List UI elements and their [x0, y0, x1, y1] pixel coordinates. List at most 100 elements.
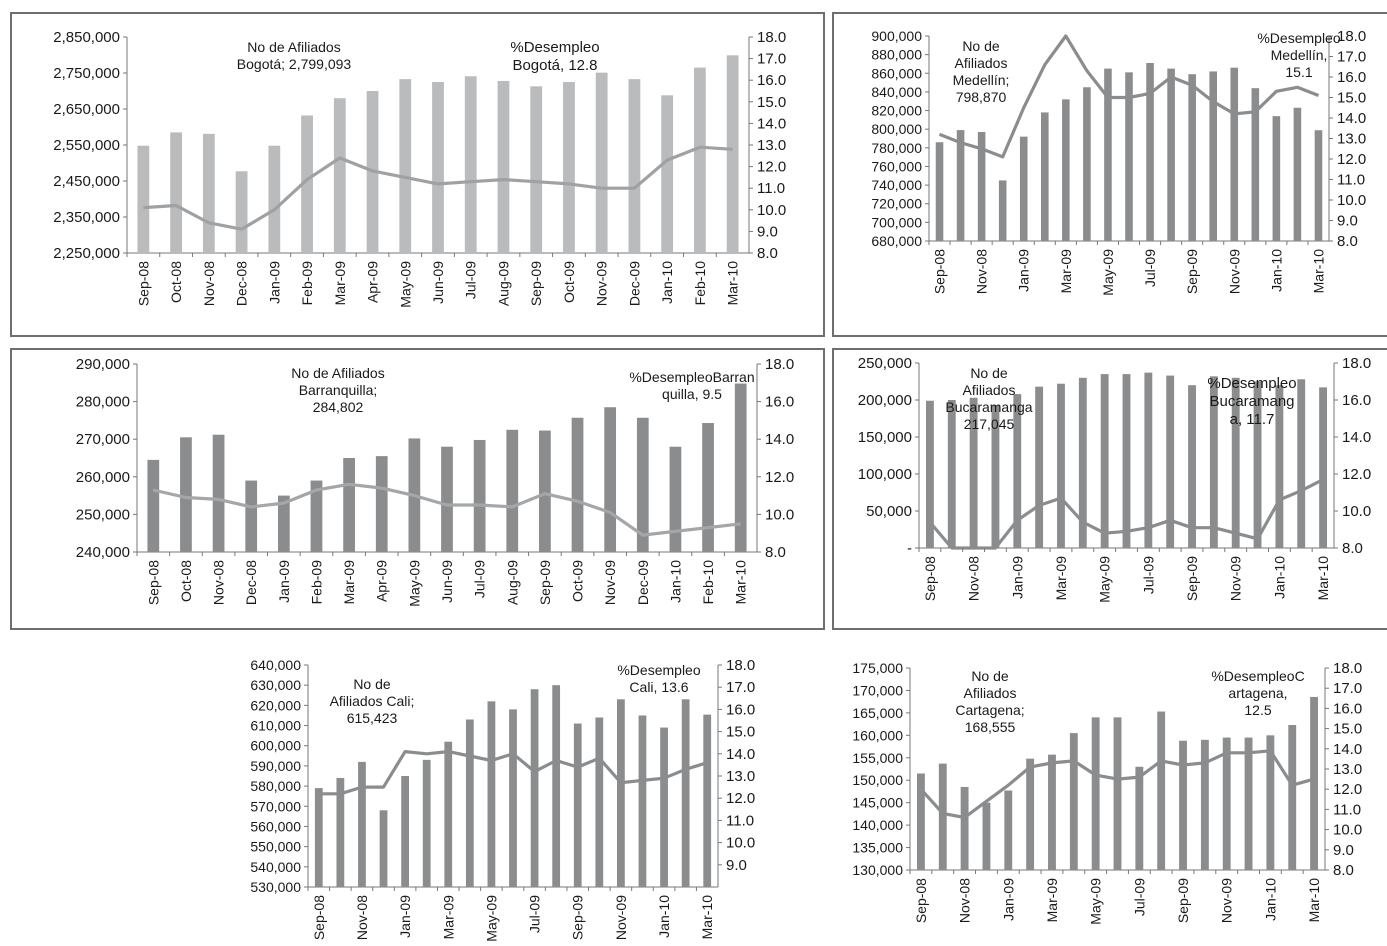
- y-tick-label: 2,650,000: [53, 101, 120, 118]
- x-tick-label: Nov-09: [1219, 878, 1235, 923]
- annotation-desempleo: 12.5: [1244, 702, 1271, 718]
- x-tick-label: Mar-09: [1058, 249, 1074, 294]
- x-tick-label: Jun-09: [430, 261, 446, 304]
- x-tick-label: Jan-09: [266, 261, 282, 304]
- y-tick-label: 50,000: [866, 503, 912, 520]
- annotation-afiliados: No de Afiliados: [247, 39, 340, 55]
- y-tick-label: 145,000: [852, 795, 903, 811]
- annotation-desempleo: Cali, 13.6: [629, 679, 688, 695]
- y2-tick-label: 13.0: [1337, 131, 1366, 148]
- x-tick-label: Feb-09: [308, 560, 324, 605]
- x-tick-label: Apr-09: [374, 560, 390, 602]
- x-tick-label: Jun-09: [439, 560, 455, 603]
- y2-tick-label: 17.0: [757, 51, 786, 68]
- y2-tick-label: 18.0: [757, 29, 786, 46]
- bar-afiliados: [1253, 381, 1262, 548]
- annotation-afiliados: Afiliados Cali;: [330, 693, 415, 709]
- x-tick-label: Nov-08: [966, 556, 982, 601]
- bar-afiliados: [464, 76, 477, 253]
- bar-afiliados: [530, 86, 543, 253]
- chart-bogota: 2,850,000 2,750,000 2,650,000 2,550,000 2,45…: [10, 12, 825, 337]
- y2-tick-label: 16.0: [1337, 69, 1366, 86]
- bar-afiliados: [379, 810, 388, 887]
- bar-afiliados: [563, 82, 575, 253]
- annotation-desempleo: %DesempleoC: [1211, 668, 1304, 684]
- x-tick-label: Jan-09: [1016, 249, 1032, 292]
- x-tick-label: Mar-10: [733, 560, 749, 605]
- bar-afiliados: [1004, 790, 1013, 870]
- bar-afiliados: [147, 459, 160, 552]
- bar-afiliados: [1091, 717, 1100, 870]
- y-tick-label: 840,000: [871, 84, 922, 100]
- bar-afiliados: [465, 719, 474, 887]
- x-tick-label: Jul-09: [472, 560, 488, 598]
- bar-afiliados: [277, 495, 290, 552]
- y2-tick-label: 18.0: [1337, 28, 1366, 45]
- x-tick-label: Jul-09: [1140, 556, 1156, 594]
- x-tick-label: Sep-09: [528, 261, 544, 306]
- x-tick-label: Sep-09: [1184, 556, 1200, 601]
- y-tick-label: -: [907, 540, 912, 557]
- x-tick-label: Aug-09: [495, 261, 511, 306]
- bar-afiliados: [310, 480, 323, 552]
- y2-tick-label: 8.0: [1342, 540, 1363, 557]
- bar-afiliados: [694, 67, 706, 253]
- bar-afiliados: [441, 446, 453, 552]
- bar-afiliados: [669, 446, 682, 552]
- x-tick-label: Nov-09: [1228, 556, 1244, 601]
- x-tick-label: Sep-08: [135, 261, 151, 306]
- x-tick-label: Jan-10: [659, 261, 675, 304]
- y2-tick-label: 13.0: [726, 768, 755, 785]
- bar-afiliados: [1035, 386, 1044, 548]
- y-tick-label: 550,000: [250, 839, 301, 855]
- y2-tick-label: 13.0: [757, 137, 786, 154]
- bar-afiliados: [1078, 377, 1087, 548]
- bar-afiliados: [506, 429, 519, 552]
- x-tick-label: Oct-09: [561, 261, 577, 303]
- annotation-desempleo: Medellín,: [1271, 47, 1328, 63]
- bar-afiliados: [268, 145, 281, 253]
- x-tick-label: Mar-10: [1306, 878, 1322, 923]
- bar-afiliados: [982, 802, 991, 870]
- x-tick-label: Jan-10: [667, 560, 683, 603]
- bar-afiliados: [1297, 379, 1306, 548]
- y-tick-label: 680,000: [871, 233, 922, 249]
- bar-afiliados: [314, 788, 323, 887]
- bar-afiliados: [1222, 737, 1231, 870]
- annotation-afiliados: No de Afiliados: [291, 365, 384, 381]
- bar-afiliados: [212, 434, 225, 552]
- x-tick-label: May-09: [397, 261, 413, 308]
- bar-afiliados: [571, 417, 584, 552]
- chart-cali: 640,000 630,000 620,000 610,000 600,000 590,0…: [210, 650, 790, 946]
- bar-afiliados: [432, 82, 444, 253]
- annotation-desempleo: Bucaramang: [1209, 393, 1294, 410]
- y2-tick-label: 10.0: [1333, 822, 1362, 839]
- y2-tick-label: 18.0: [1333, 660, 1362, 677]
- bar-afiliados: [1083, 87, 1091, 241]
- y-tick-label: 800,000: [871, 121, 922, 137]
- y-tick-label: 200,000: [858, 392, 912, 409]
- y-tick-label: 2,350,000: [53, 209, 120, 226]
- y-tick-label: 600,000: [250, 738, 301, 754]
- bar-afiliados: [617, 699, 625, 887]
- bar-afiliados: [497, 80, 510, 253]
- bar-afiliados: [935, 142, 944, 241]
- bar-afiliados: [1188, 385, 1196, 548]
- y2-tick-label: 16.0: [1333, 700, 1362, 717]
- bar-afiliados: [1100, 374, 1109, 548]
- y2-tick-label: 15.0: [726, 724, 755, 741]
- bar-afiliados: [170, 132, 182, 253]
- bar-afiliados: [726, 55, 739, 253]
- x-tick-label: Sep-09: [570, 895, 586, 940]
- bar-afiliados: [1041, 112, 1049, 241]
- x-tick-label: Jan-09: [397, 895, 413, 938]
- x-tick-label: May-09: [1100, 249, 1116, 296]
- y2-tick-label: 12.0: [1337, 151, 1366, 168]
- y-tick-label: 580,000: [250, 778, 301, 794]
- line-desempleo: [152, 482, 741, 537]
- bar-afiliados: [235, 171, 248, 253]
- y-tick-label: 280,000: [76, 394, 130, 411]
- chart-cali-svg: 640,000 630,000 620,000 610,000 600,000 590,0…: [250, 657, 755, 942]
- line-desempleo: [318, 749, 708, 796]
- y2-tick-label: 18.0: [726, 657, 755, 674]
